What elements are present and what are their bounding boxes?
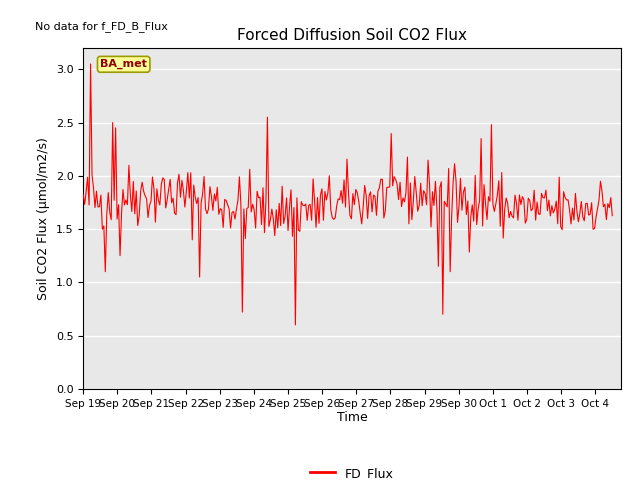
Text: No data for f_FD_B_Flux: No data for f_FD_B_Flux [35,21,168,32]
Text: BA_met: BA_met [100,59,147,70]
Y-axis label: Soil CO2 Flux (μmol/m2/s): Soil CO2 Flux (μmol/m2/s) [37,137,50,300]
Title: Forced Diffusion Soil CO2 Flux: Forced Diffusion Soil CO2 Flux [237,28,467,43]
X-axis label: Time: Time [337,411,367,424]
Legend: FD_Flux: FD_Flux [305,462,399,480]
